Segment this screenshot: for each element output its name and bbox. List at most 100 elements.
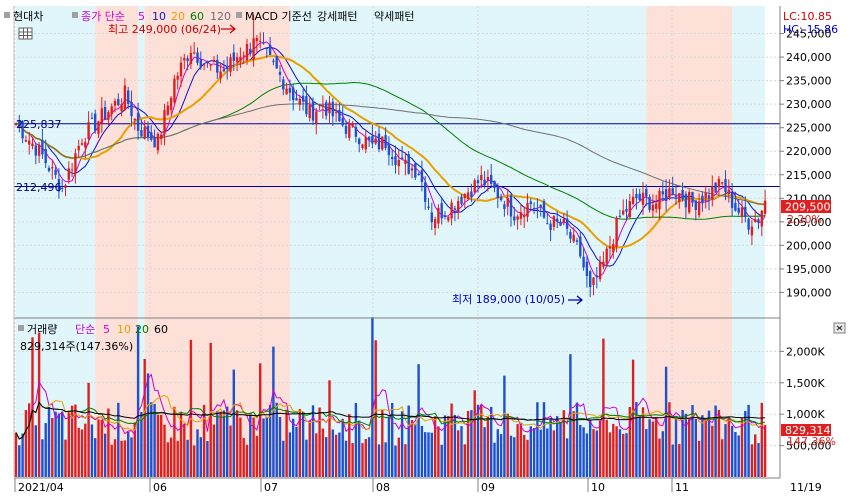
candle-body <box>532 208 536 210</box>
candle-body <box>199 59 202 68</box>
candle-body <box>288 87 292 93</box>
volume-bar <box>542 402 546 477</box>
volume-bar <box>635 402 638 477</box>
candle-body <box>387 144 391 156</box>
price-tick-label: 215,000 <box>786 169 832 182</box>
candle-body <box>61 187 64 189</box>
candle-body <box>209 64 212 66</box>
candle-body <box>763 200 767 214</box>
candle-body <box>523 215 526 218</box>
volume-bar <box>295 426 298 477</box>
volume-bar <box>209 342 212 477</box>
ma-period-5[interactable]: 5 <box>138 10 145 23</box>
price-tick-label: 195,000 <box>786 263 832 276</box>
ma-line-10 <box>15 46 766 267</box>
volume-bar <box>612 423 615 477</box>
volume-bar <box>506 413 509 477</box>
volume-ma-10[interactable]: 10 <box>117 323 131 336</box>
candle-body <box>559 221 562 226</box>
volume-ma-20[interactable]: 20 <box>135 323 149 336</box>
grid-icon[interactable] <box>18 27 33 40</box>
volume-current: 829,314주(147.36%) <box>20 340 133 353</box>
candle-body <box>206 61 209 64</box>
volume-bar <box>206 441 209 477</box>
candle-body <box>760 210 763 227</box>
bull-pattern-label[interactable]: 강세패턴 <box>317 10 357 23</box>
stock-name[interactable]: 현대차 <box>13 10 43 23</box>
macd-label[interactable]: MACD 기준선 <box>245 10 312 23</box>
pattern-zone-bear <box>138 6 145 478</box>
candle-body <box>90 117 94 119</box>
volume-bar <box>94 438 97 477</box>
volume-bar <box>608 432 612 477</box>
candle-body <box>754 218 757 222</box>
candle-body <box>301 95 305 102</box>
volume-bar <box>437 426 440 477</box>
candle-body <box>490 174 493 184</box>
volume-bar <box>536 402 539 477</box>
pattern-zone-bear <box>289 6 647 478</box>
candle-body <box>44 149 47 164</box>
volume-bar <box>430 432 433 477</box>
candle-body <box>569 231 572 239</box>
volume-bar <box>173 406 176 477</box>
candle-body <box>648 196 651 210</box>
candle-body <box>658 190 661 210</box>
volume-bar <box>133 422 136 477</box>
candle-body <box>110 106 113 115</box>
volume-bar <box>688 417 691 477</box>
volume-bar <box>28 403 31 477</box>
candle-body <box>308 104 311 119</box>
ma-period-120[interactable]: 120 <box>210 10 231 23</box>
candle-body <box>338 110 341 122</box>
price-tick-label: 235,000 <box>786 75 832 88</box>
bear-pattern-label[interactable]: 약세패턴 <box>374 9 414 23</box>
volume-bar <box>222 410 226 477</box>
volume-bar <box>552 430 556 477</box>
volume-ma-prefix[interactable]: 단순 <box>75 323 95 336</box>
candle-body <box>354 126 358 137</box>
legend-marker <box>236 12 242 18</box>
date-tick-label: 06 <box>153 481 167 494</box>
candle-body <box>394 156 397 165</box>
ma-period-60[interactable]: 60 <box>190 10 204 23</box>
volume-bar <box>117 402 120 477</box>
candle-body <box>183 57 186 61</box>
ma-period-20[interactable]: 20 <box>171 10 185 23</box>
volume-ma-5[interactable]: 5 <box>103 323 110 336</box>
volume-bar <box>711 425 714 477</box>
volume-bar <box>377 444 381 477</box>
candle-body <box>516 216 519 220</box>
volume-bar <box>697 440 701 477</box>
candle-body <box>315 111 318 124</box>
candle-body <box>117 99 120 106</box>
volume-ma-60[interactable]: 60 <box>154 323 168 336</box>
volume-bar <box>486 416 490 477</box>
ma-period-10[interactable]: 10 <box>152 10 166 23</box>
candle-body <box>245 44 249 61</box>
candle-body <box>64 185 67 188</box>
candle-body <box>674 195 678 197</box>
volume-bar <box>325 437 328 477</box>
volume-bar <box>529 426 532 477</box>
candle-body <box>513 216 516 221</box>
candle-body <box>232 52 235 61</box>
candle-body <box>730 192 734 208</box>
candle-body <box>651 204 655 211</box>
volume-bar <box>272 346 275 477</box>
volume-title[interactable]: 거래량 <box>27 323 57 336</box>
candle-body <box>150 132 153 140</box>
close-icon[interactable] <box>833 322 846 334</box>
volume-bar <box>681 409 684 477</box>
volume-bar <box>130 437 133 477</box>
candle-body <box>503 204 506 210</box>
candle-body <box>334 112 338 114</box>
ma-prefix[interactable]: 종가 단순 <box>81 10 125 23</box>
volume-bar <box>556 416 559 477</box>
candle-body <box>41 140 44 155</box>
candle-body <box>546 223 549 225</box>
volume-bar <box>262 418 265 477</box>
candle-body <box>285 88 288 95</box>
volume-bar <box>51 417 54 477</box>
candle-body <box>259 40 262 42</box>
